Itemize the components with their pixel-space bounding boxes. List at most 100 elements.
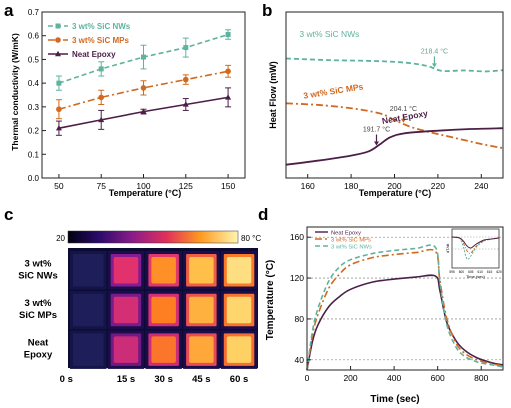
panel-a-point (98, 94, 105, 101)
panel-d-x-tick-label: 600 (431, 373, 445, 383)
panel-a-legend: 3 wt% SiC NWs 3 wt% SiC MPs Neat Epoxy (48, 22, 131, 59)
panel-a-x-tick-label: 150 (221, 181, 235, 191)
thermal-sample (189, 336, 214, 363)
panel-d-inset-x-tick-label: 605 (468, 270, 474, 274)
thermal-column-label: 30 s (154, 374, 173, 385)
panel-a-x-tick-label: 50 (54, 181, 64, 191)
panel-a-point (141, 54, 146, 60)
panel-a-point (225, 68, 231, 75)
thermal-row-label: Epoxy (24, 350, 53, 361)
panel-d-y-tick-label: 40 (295, 355, 305, 365)
panel-a-legend-marker (55, 50, 61, 57)
panel-b-tg-arrowhead (373, 141, 379, 146)
thermal-row-label: Neat (28, 338, 49, 349)
panel-a-point (55, 125, 62, 131)
panel-a-point (182, 76, 189, 83)
panel-b-tg-label: 218.4 °C (421, 47, 448, 55)
panel-d-x-tick-label: 800 (474, 373, 488, 383)
panel-d-inset: 595 600 605 610 615 620 Time (sec) dT/dt (445, 228, 502, 279)
panel-d-inset-x-tick-label: 600 (459, 270, 465, 274)
thermal-sample (226, 336, 252, 363)
panel-a-y-tick-label: 0.6 (28, 32, 40, 41)
panel-b-y-axis-label: Heat Flow (mW) (268, 61, 278, 129)
panel-a-x-axis-label: Temperature (°C) (109, 188, 181, 198)
panel-d-x-tick-label: 400 (387, 373, 401, 383)
thermal-sample (73, 293, 104, 327)
panel-a-point (140, 85, 147, 91)
panel-a-point (98, 116, 105, 123)
panel-a-point (225, 32, 231, 38)
panel-d-inset-frame (451, 228, 500, 269)
panel-b-x-tick-label: 240 (474, 181, 488, 191)
panel-a-chart: 50 75 100 125 150 0.0 0.1 0.2 0.3 0.4 0.5 0.6 0.7 3 … (10, 8, 246, 198)
panel-a-legend-label: Neat Epoxy (72, 50, 116, 59)
panel-b-tg-arrowhead (400, 118, 406, 123)
colorbar (67, 230, 239, 244)
panel-d-inset-y-axis-label: dT/dt (445, 243, 450, 253)
panel-a-point (140, 108, 147, 114)
thermal-sample (73, 333, 104, 366)
panel-b-x-tick-label: 180 (344, 181, 358, 191)
panel-d-series-3-wt-sic-mps (306, 248, 504, 371)
panel-b-series-neat-epoxy (285, 127, 504, 166)
panel-a-y-tick-label: 0.5 (28, 55, 40, 64)
panel-b-x-axis-label: Temperature (°C) (359, 188, 431, 198)
panel-b-tg-arrowhead (431, 63, 437, 68)
panel-d-series-neat-epoxy (306, 274, 504, 371)
panel-label-d: d (258, 205, 268, 224)
thermal-sample (113, 296, 139, 324)
panel-a-point (225, 94, 232, 100)
thermal-row-label: 3 wt% (25, 298, 52, 309)
panel-d-frame (306, 226, 504, 371)
thermal-column-label: 0 s (60, 374, 73, 385)
panel-a-point (183, 45, 189, 51)
panel-d-inset-series-epoxy (451, 236, 500, 249)
panel-a-x-tick-label: 75 (96, 181, 106, 191)
panel-b-x-tick-label: 200 (387, 181, 401, 191)
panel-d-inset-x-axis-label: Time (sec) (466, 274, 485, 279)
panel-a-y-tick-label: 0.4 (28, 79, 40, 88)
thermal-sample (151, 296, 176, 324)
panel-d-y-axis-label: Temperature (°C) (265, 260, 276, 341)
panel-d-series-3-wt-sic-nws (306, 244, 504, 371)
thermal-sample (151, 257, 176, 284)
panel-a-legend-label: 3 wt% SiC NWs (72, 22, 131, 31)
panel-b-chart: 218.4 °C 3 wt% SiC NWs 204.1 °C 3 wt% SiC M… (268, 11, 504, 198)
panel-b-series-3-wt-sic-nws (285, 57, 504, 73)
thermal-sample (226, 257, 252, 284)
panel-a-point (182, 101, 189, 107)
panel-d-x-tick-label: 0 (305, 373, 310, 383)
panel-b-tg-label: 191.7 °C (363, 126, 390, 134)
panel-d-y-tick-label: 80 (295, 314, 305, 324)
thermal-row-label: SiC NWs (18, 270, 58, 281)
panel-a-y-tick-label: 0.1 (28, 150, 40, 159)
thermal-column-label: 60 s (230, 374, 249, 385)
thermal-row-label: 3 wt% (25, 258, 52, 269)
panel-b-series-3-wt-sic-mps (285, 102, 504, 150)
panel-a-y-tick-label: 0.2 (28, 127, 40, 136)
panel-b-series-label: 3 wt% SiC NWs (299, 29, 359, 39)
panel-d-legend-label: 3 wt% SiC NWs (331, 244, 372, 250)
thermal-row-label: SiC MPs (19, 310, 57, 321)
panel-a-point (56, 80, 62, 86)
panel-a-legend-label: 3 wt% SiC MPs (72, 36, 129, 45)
panel-label-c: c (4, 205, 13, 224)
panel-a-x-tick-label: 100 (136, 181, 150, 191)
panel-d-inset-x-tick-label: 620 (496, 270, 502, 274)
panel-a-legend-marker (55, 23, 61, 29)
thermal-sample (189, 257, 214, 284)
panel-d-inset-x-tick-label: 615 (487, 270, 493, 274)
panel-b-x-tick-label: 160 (301, 181, 315, 191)
panel-b-x-tick-label: 220 (431, 181, 445, 191)
thermal-sample (113, 257, 139, 284)
thermal-column-label: 15 s (117, 374, 136, 385)
panel-label-b: b (262, 1, 272, 20)
thermal-sample (226, 296, 252, 324)
panel-a-point (56, 106, 62, 113)
colorbar-max-label: 80 °C (241, 234, 261, 243)
thermal-sample (113, 336, 139, 363)
panel-a-legend-marker (55, 37, 61, 43)
